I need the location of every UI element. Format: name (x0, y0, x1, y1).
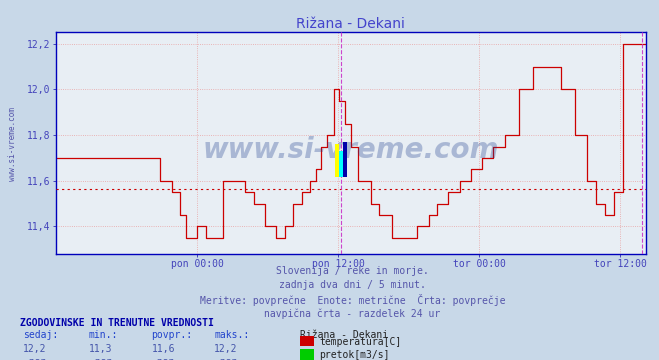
Text: navpična črta - razdelek 24 ur: navpična črta - razdelek 24 ur (264, 309, 441, 319)
Text: 11,3: 11,3 (89, 343, 113, 354)
Text: min.:: min.: (89, 330, 119, 340)
Title: Rižana - Dekani: Rižana - Dekani (297, 17, 405, 31)
Bar (335, 144, 339, 177)
Text: 12,2: 12,2 (23, 343, 47, 354)
Text: Meritve: povprečne  Enote: metrične  Črta: povprečje: Meritve: povprečne Enote: metrične Črta:… (200, 294, 505, 306)
Text: ZGODOVINSKE IN TRENUTNE VREDNOSTI: ZGODOVINSKE IN TRENUTNE VREDNOSTI (20, 318, 214, 328)
Text: -nan: -nan (23, 357, 47, 360)
Text: www.si-vreme.com: www.si-vreme.com (203, 136, 499, 164)
Text: sedaj:: sedaj: (23, 330, 58, 340)
Text: www.si-vreme.com: www.si-vreme.com (8, 107, 17, 181)
Text: zadnja dva dni / 5 minut.: zadnja dva dni / 5 minut. (279, 280, 426, 290)
Bar (343, 142, 347, 177)
Text: maks.:: maks.: (214, 330, 249, 340)
Text: Rižana - Dekani: Rižana - Dekani (300, 330, 388, 340)
Text: pretok[m3/s]: pretok[m3/s] (320, 350, 390, 360)
Text: 11,6: 11,6 (152, 343, 175, 354)
Text: temperatura[C]: temperatura[C] (320, 337, 402, 347)
Text: -nan: -nan (89, 357, 113, 360)
Text: -nan: -nan (152, 357, 175, 360)
Text: povpr.:: povpr.: (152, 330, 192, 340)
Bar (339, 151, 343, 177)
Text: 12,2: 12,2 (214, 343, 238, 354)
Text: -nan: -nan (214, 357, 238, 360)
Text: Slovenija / reke in morje.: Slovenija / reke in morje. (276, 266, 429, 276)
